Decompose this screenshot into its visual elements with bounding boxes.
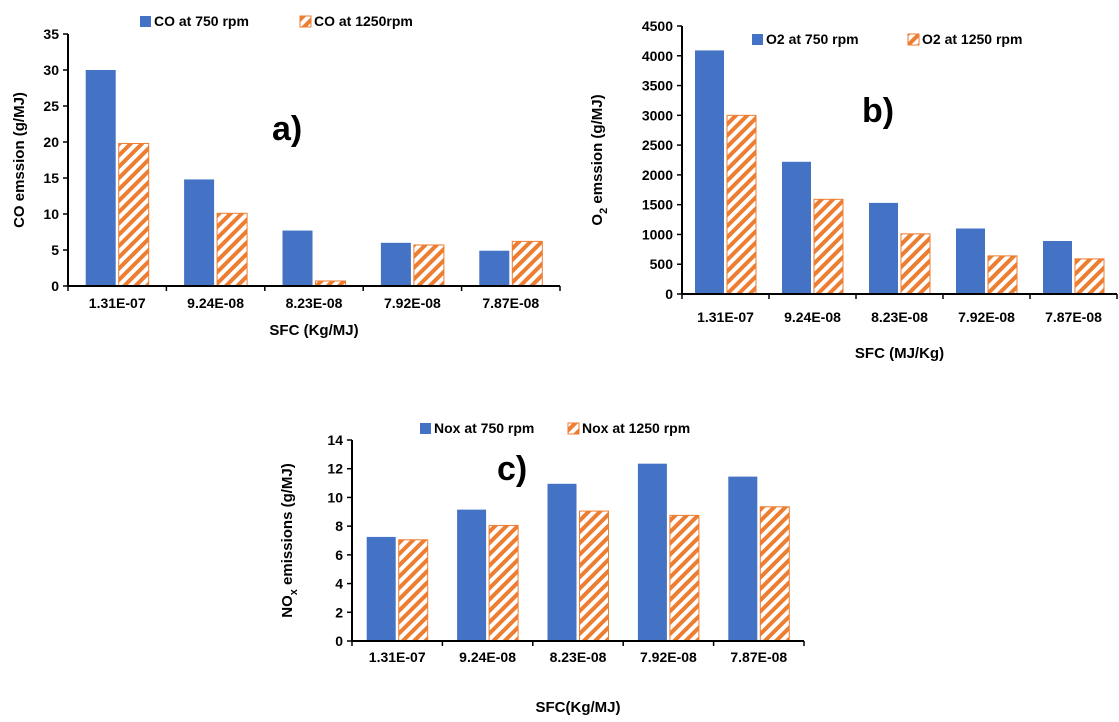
panel-label: a) <box>272 110 302 148</box>
y-axis-title: CO emssion (g/MJ) <box>11 92 28 228</box>
legend-swatch-series-2 <box>567 422 580 435</box>
x-axis-title: SFC (MJ/Kg) <box>855 345 944 362</box>
y-tick-label: 2000 <box>642 167 673 183</box>
x-tick-label: 7.92E-08 <box>384 295 441 311</box>
bar-series-2 <box>488 524 519 642</box>
bar-series-2 <box>1074 258 1105 295</box>
x-tick-label: 1.31E-07 <box>369 649 426 665</box>
y-tick-label: 3000 <box>642 107 673 123</box>
panel-label: b) <box>862 92 894 130</box>
y-tick-label: 30 <box>43 62 59 78</box>
x-tick-label: 7.87E-08 <box>730 649 787 665</box>
legend-label-series-2: O2 at 1250 rpm <box>922 31 1022 47</box>
bar-series-2 <box>987 255 1018 295</box>
legend-label-series-1: O2 at 750 rpm <box>766 31 859 47</box>
legend-swatch-series-1 <box>140 16 151 27</box>
bar-series-1 <box>380 242 411 286</box>
bar-series-2 <box>813 198 844 295</box>
bar-series-1 <box>695 50 724 294</box>
y-tick-label: 1000 <box>642 226 673 242</box>
bar-series-1 <box>479 250 510 286</box>
legend-swatch-series-2 <box>299 15 312 28</box>
y-tick-label: 10 <box>327 489 343 505</box>
x-tick-label: 9.24E-08 <box>459 649 516 665</box>
x-tick-label: 1.31E-07 <box>697 309 754 325</box>
bar-series-1 <box>457 509 487 641</box>
y-tick-label: 2 <box>335 604 343 620</box>
bar-series-1 <box>85 70 116 286</box>
y-tick-label: 4 <box>335 576 343 592</box>
y-tick-label: 4000 <box>642 48 673 64</box>
bar-series-1 <box>282 230 313 286</box>
y-tick-label: 0 <box>51 278 59 294</box>
bar-series-1 <box>184 179 215 286</box>
y-axis-title: NOx emissions (g/MJ) <box>279 463 300 617</box>
x-tick-label: 8.23E-08 <box>871 309 928 325</box>
y-tick-label: 6 <box>335 547 343 563</box>
bar-series-1 <box>1043 240 1072 294</box>
bar-series-2 <box>726 114 757 295</box>
bar-series-1 <box>637 463 667 641</box>
y-tick-label: 1500 <box>642 197 673 213</box>
bar-series-2 <box>398 539 429 642</box>
y-tick-label: 20 <box>43 134 59 150</box>
y-tick-label: 3500 <box>642 78 673 94</box>
x-tick-label: 9.24E-08 <box>784 309 841 325</box>
y-tick-label: 8 <box>335 518 343 534</box>
bar-series-2 <box>118 142 150 287</box>
legend-label-series-1: CO at 750 rpm <box>154 13 249 29</box>
bar-series-1 <box>956 228 985 294</box>
y-tick-label: 2500 <box>642 137 673 153</box>
x-tick-label: 9.24E-08 <box>187 295 244 311</box>
x-tick-label: 1.31E-07 <box>89 295 146 311</box>
y-tick-label: 14 <box>327 432 343 448</box>
y-axis-title: O2 emssion (g/MJ) <box>589 94 610 225</box>
legend-label-series-2: CO at 1250rpm <box>314 13 413 29</box>
bar-series-1 <box>547 483 577 641</box>
bar-series-1 <box>366 536 396 641</box>
bar-series-2 <box>900 233 931 295</box>
legend-swatch-series-2 <box>907 33 920 46</box>
x-axis-title: SFC (Kg/MJ) <box>269 322 358 339</box>
x-tick-label: 7.92E-08 <box>640 649 697 665</box>
bar-series-2 <box>413 244 445 287</box>
bar-series-1 <box>728 476 758 641</box>
bar-series-2 <box>669 514 700 642</box>
y-tick-label: 10 <box>43 206 59 222</box>
x-axis-title: SFC(Kg/MJ) <box>536 699 621 716</box>
legend-swatch-series-1 <box>420 423 431 434</box>
chart-b: 0 500 1000 1500 2000 2500 3000 3500 4000 4500 1.31… <box>589 18 1118 362</box>
legend-swatch-series-1 <box>752 34 763 45</box>
x-tick-label: 7.87E-08 <box>482 295 539 311</box>
chart-c: 0 2 4 6 8 10 12 14 1.31E-07 9.24E-08 8.23E-08 7.92E… <box>279 420 805 716</box>
y-tick-label: 500 <box>650 256 674 272</box>
bar-series-1 <box>782 161 811 294</box>
panel-label: c) <box>497 450 527 488</box>
y-tick-label: 0 <box>335 633 343 649</box>
bar-series-2 <box>579 510 609 642</box>
y-tick-label: 15 <box>43 170 59 186</box>
chart-a: 0 5 10 15 20 25 30 35 1.31E-07 9.24E-08 8.23E-08 7.… <box>11 13 561 339</box>
y-tick-label: 5 <box>51 242 59 258</box>
legend-label-series-1: Nox at 750 rpm <box>434 420 534 436</box>
x-tick-label: 7.92E-08 <box>958 309 1015 325</box>
y-tick-label: 35 <box>43 26 59 42</box>
y-tick-label: 25 <box>43 98 59 114</box>
bar-series-1 <box>869 202 898 294</box>
x-tick-label: 8.23E-08 <box>286 295 343 311</box>
bar-series-2 <box>511 240 543 287</box>
y-tick-label: 4500 <box>642 18 673 34</box>
bar-series-2 <box>759 506 790 642</box>
bar-series-2 <box>216 212 248 287</box>
x-tick-label: 8.23E-08 <box>550 649 607 665</box>
legend-label-series-2: Nox at 1250 rpm <box>582 420 690 436</box>
y-tick-label: 0 <box>665 286 673 302</box>
x-tick-label: 7.87E-08 <box>1045 309 1102 325</box>
y-tick-label: 12 <box>327 461 343 477</box>
